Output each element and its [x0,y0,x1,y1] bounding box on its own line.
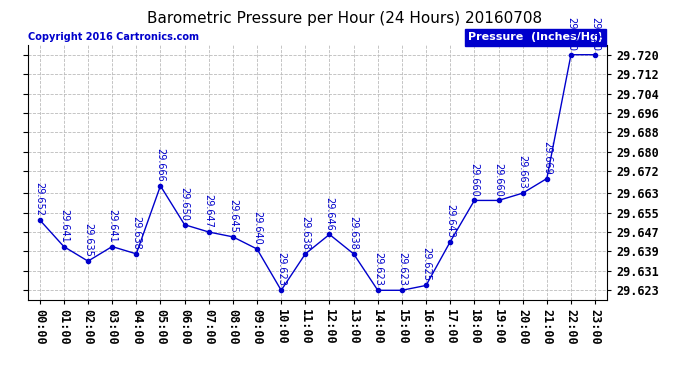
Text: 29.650: 29.650 [179,187,190,220]
Text: 29.720: 29.720 [566,16,576,51]
Text: 29.638: 29.638 [300,216,310,250]
Text: 29.641: 29.641 [107,209,117,242]
Text: 29.623: 29.623 [397,252,407,286]
Text: 29.660: 29.660 [493,162,504,196]
Text: 29.660: 29.660 [469,162,480,196]
Text: Pressure  (Inches/Hg): Pressure (Inches/Hg) [468,33,603,42]
Text: 29.623: 29.623 [276,252,286,286]
Text: 29.643: 29.643 [445,204,455,237]
Text: 29.666: 29.666 [155,148,166,182]
Text: Copyright 2016 Cartronics.com: Copyright 2016 Cartronics.com [28,33,199,42]
Text: 29.635: 29.635 [83,223,93,257]
Text: 29.625: 29.625 [421,247,431,281]
Text: 29.647: 29.647 [204,194,214,228]
Text: 29.669: 29.669 [542,141,552,174]
Text: 29.638: 29.638 [131,216,141,250]
Text: 29.646: 29.646 [324,196,335,230]
Text: 29.623: 29.623 [373,252,383,286]
Text: 29.645: 29.645 [228,199,238,233]
Text: 29.638: 29.638 [348,216,359,250]
Text: Barometric Pressure per Hour (24 Hours) 20160708: Barometric Pressure per Hour (24 Hours) … [148,11,542,26]
Text: 29.641: 29.641 [59,209,69,242]
Text: 29.663: 29.663 [518,155,528,189]
Text: 29.652: 29.652 [34,182,45,216]
Text: 29.720: 29.720 [590,16,600,51]
Text: 29.640: 29.640 [252,211,262,245]
